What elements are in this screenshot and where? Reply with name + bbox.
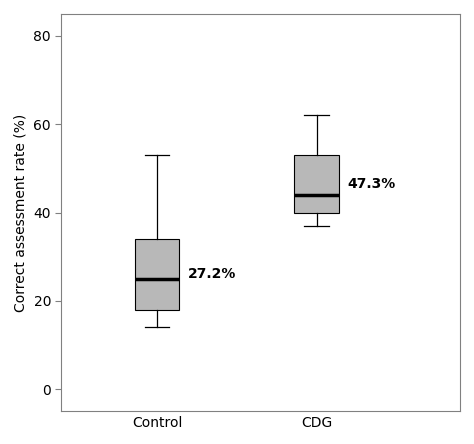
Text: 47.3%: 47.3% [347, 177, 395, 191]
Bar [294, 155, 339, 213]
Y-axis label: Correct assessment rate (%): Correct assessment rate (%) [14, 114, 28, 312]
Bar [135, 239, 180, 310]
Text: 27.2%: 27.2% [187, 267, 236, 281]
